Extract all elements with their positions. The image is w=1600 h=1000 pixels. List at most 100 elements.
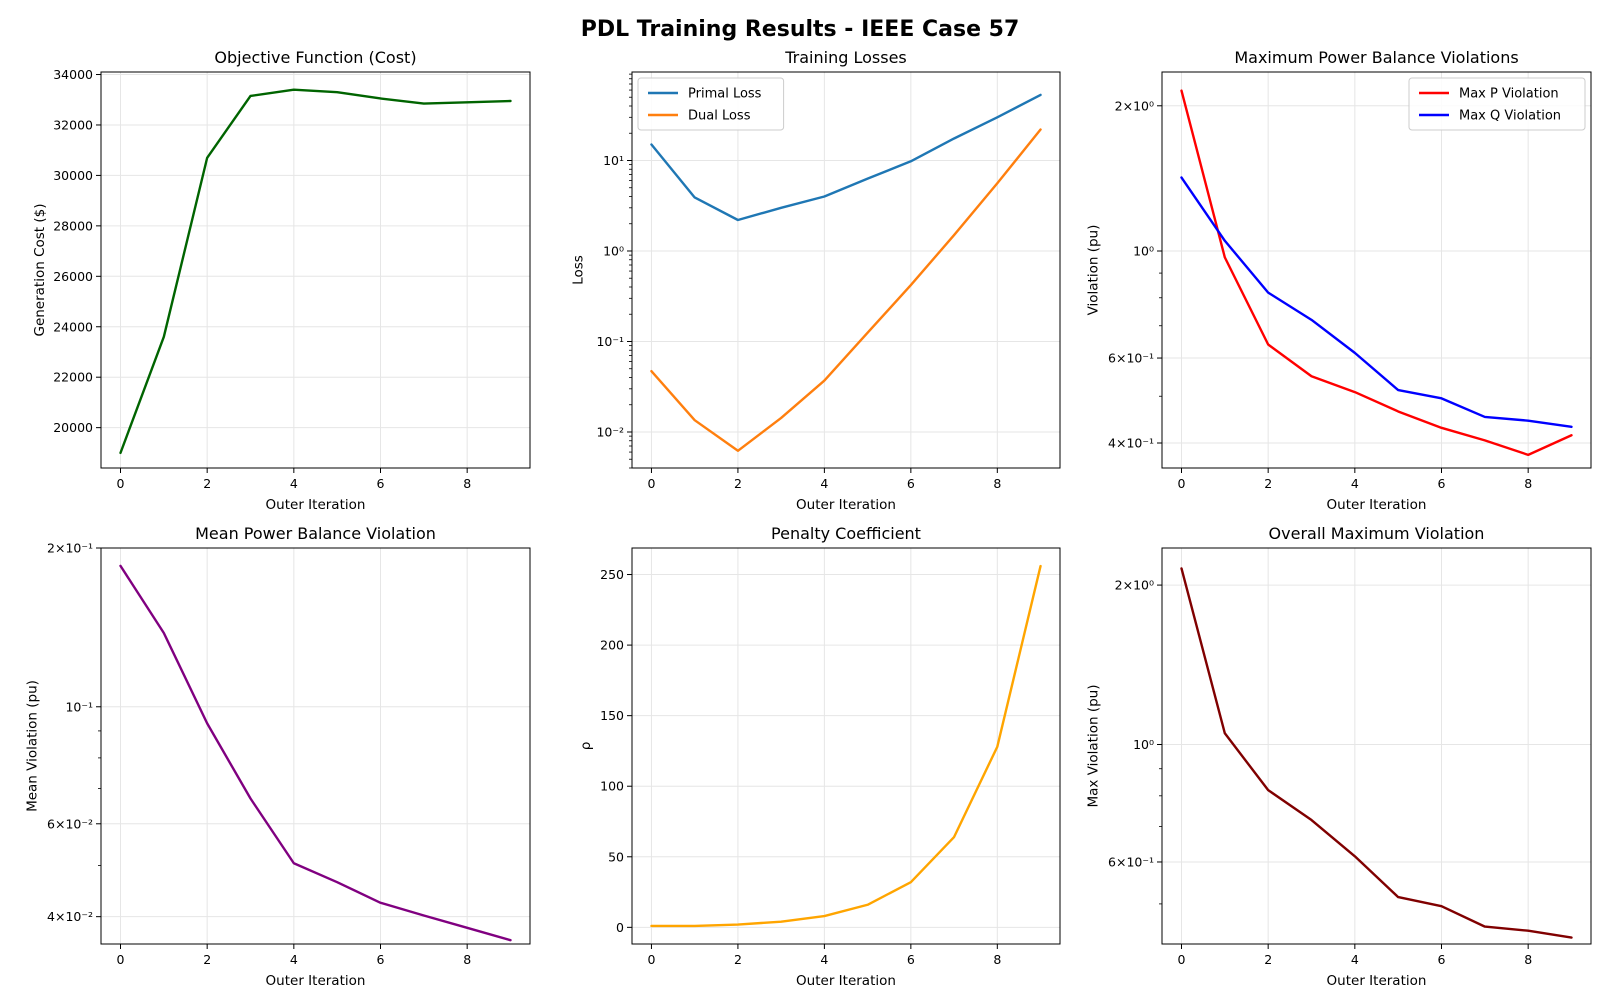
x-tick-label: 8 bbox=[463, 476, 471, 491]
x-tick-label: 6 bbox=[907, 952, 915, 967]
y-tick-label: 2×10⁰ bbox=[1115, 578, 1154, 593]
y-tick-label: 10⁻¹ bbox=[596, 334, 624, 349]
chart-title: Penalty Coefficient bbox=[771, 524, 921, 543]
legend-label-max-q-violation: Max Q Violation bbox=[1459, 109, 1561, 124]
y-tick-label: 100 bbox=[600, 779, 624, 794]
series-line-series bbox=[650, 564, 1042, 928]
plot-frame bbox=[631, 547, 1061, 945]
y-tick-label: 10¹ bbox=[603, 153, 624, 168]
y-tick-label: 10⁻² bbox=[596, 424, 624, 439]
x-tick-label: 8 bbox=[1524, 952, 1532, 967]
x-tick-label: 8 bbox=[1524, 476, 1532, 491]
y-axis-label: ρ bbox=[578, 742, 594, 751]
chart-panel-2: 0 2 4 6 8 10⁻² 10⁻¹ 10⁰ 10¹ Training Losses Outer … bbox=[570, 48, 1061, 513]
series-line-primal-loss bbox=[650, 93, 1042, 222]
plot-frame bbox=[631, 71, 1061, 469]
x-tick-label: 0 bbox=[1178, 952, 1186, 967]
series-line-series bbox=[1180, 567, 1573, 939]
x-tick-label: 4 bbox=[1351, 952, 1359, 967]
x-tick-label: 8 bbox=[993, 476, 1001, 491]
y-tick-label: 50 bbox=[608, 849, 624, 864]
x-tick-label: 2 bbox=[1264, 952, 1272, 967]
chart-title: Mean Power Balance Violation bbox=[195, 524, 436, 543]
figure-title: PDL Training Results - IEEE Case 57 bbox=[581, 17, 1020, 42]
y-tick-label: 22000 bbox=[53, 370, 93, 385]
series-line-max-q-violation bbox=[1180, 176, 1573, 429]
x-tick-label: 0 bbox=[1178, 476, 1186, 491]
x-axis-label: Outer Iteration bbox=[266, 497, 366, 513]
y-tick-label: 28000 bbox=[53, 218, 93, 233]
y-tick-label: 20000 bbox=[53, 420, 93, 435]
x-axis-label: Outer Iteration bbox=[1327, 497, 1427, 513]
y-tick-label: 10⁰ bbox=[603, 243, 624, 258]
plot-frame bbox=[100, 71, 531, 469]
y-tick-label: 6×10⁻² bbox=[47, 816, 93, 831]
x-tick-label: 2 bbox=[734, 952, 742, 967]
x-axis-label: Outer Iteration bbox=[1327, 973, 1427, 989]
y-tick-label: 34000 bbox=[53, 67, 93, 82]
x-tick-label: 2 bbox=[203, 476, 211, 491]
y-tick-label: 24000 bbox=[53, 319, 93, 334]
x-axis-label: Outer Iteration bbox=[796, 973, 896, 989]
series-line-max-p-violation bbox=[1180, 89, 1573, 457]
legend-box bbox=[1408, 77, 1586, 131]
y-tick-label: 150 bbox=[600, 708, 624, 723]
x-tick-label: 0 bbox=[647, 952, 655, 967]
y-tick-label: 6×10⁻¹ bbox=[1108, 351, 1154, 366]
chart-title: Overall Maximum Violation bbox=[1269, 524, 1485, 543]
series-line-dual-loss bbox=[650, 128, 1042, 452]
x-tick-label: 2 bbox=[734, 476, 742, 491]
x-tick-label: 4 bbox=[820, 952, 828, 967]
y-tick-label: 26000 bbox=[53, 269, 93, 284]
x-tick-label: 0 bbox=[117, 476, 125, 491]
x-tick-label: 6 bbox=[1438, 476, 1446, 491]
plot-frame bbox=[100, 547, 531, 945]
x-tick-label: 6 bbox=[377, 476, 385, 491]
y-tick-label: 32000 bbox=[53, 117, 93, 132]
y-tick-label: 4×10⁻¹ bbox=[1108, 435, 1154, 450]
x-tick-label: 4 bbox=[290, 476, 298, 491]
chart-panel-1: 0 2 4 6 8 20000 22000 24000 26000 28000 30000 32000… bbox=[32, 48, 531, 513]
x-tick-label: 2 bbox=[1264, 476, 1272, 491]
plot-frame bbox=[1161, 547, 1592, 945]
y-tick-label: 10⁰ bbox=[1133, 737, 1154, 752]
x-tick-label: 2 bbox=[203, 952, 211, 967]
y-tick-label: 200 bbox=[600, 638, 624, 653]
chart-panel-6: 0 2 4 6 8 6×10⁻¹ 10⁰ 2×10⁰ Overall Maximum Viola… bbox=[1086, 524, 1592, 989]
x-axis-label: Outer Iteration bbox=[796, 497, 896, 513]
plot-frame bbox=[1161, 71, 1592, 469]
y-tick-label: 250 bbox=[600, 567, 624, 582]
chart-title: Maximum Power Balance Violations bbox=[1234, 48, 1518, 67]
y-tick-label: 2×10⁰ bbox=[1115, 98, 1154, 113]
x-tick-label: 6 bbox=[907, 476, 915, 491]
y-tick-label: 0 bbox=[616, 920, 624, 935]
y-axis-label: Loss bbox=[570, 255, 586, 285]
series-line-series bbox=[119, 88, 512, 455]
chart-panel-3: 0 2 4 6 8 4×10⁻¹ 6×10⁻¹ 10⁰ 2×10⁰ Maximum Power B… bbox=[1086, 48, 1592, 513]
x-tick-label: 4 bbox=[290, 952, 298, 967]
y-axis-label: Generation Cost ($) bbox=[32, 203, 48, 336]
y-tick-label: 6×10⁻¹ bbox=[1108, 854, 1154, 869]
y-axis-label: Mean Violation (pu) bbox=[25, 680, 41, 812]
x-tick-label: 0 bbox=[647, 476, 655, 491]
y-tick-label: 2×10⁻¹ bbox=[47, 541, 93, 556]
x-tick-label: 6 bbox=[1438, 952, 1446, 967]
x-tick-label: 4 bbox=[1351, 476, 1359, 491]
y-tick-label: 30000 bbox=[53, 168, 93, 183]
x-tick-label: 0 bbox=[117, 952, 125, 967]
y-axis-label: Max Violation (pu) bbox=[1086, 685, 1102, 808]
legend-label-max-p-violation: Max P Violation bbox=[1459, 87, 1559, 102]
y-tick-label: 10⁻¹ bbox=[65, 699, 93, 714]
x-tick-label: 8 bbox=[463, 952, 471, 967]
x-tick-label: 4 bbox=[820, 476, 828, 491]
legend-label-dual-loss: Dual Loss bbox=[688, 109, 751, 124]
legend-label-primal-loss: Primal Loss bbox=[688, 87, 762, 102]
x-axis-label: Outer Iteration bbox=[266, 973, 366, 989]
legend-box bbox=[637, 77, 785, 131]
y-tick-label: 4×10⁻² bbox=[47, 909, 93, 924]
chart-title: Objective Function (Cost) bbox=[214, 48, 416, 67]
chart-panel-4: 0 2 4 6 8 4×10⁻² 6×10⁻² 10⁻¹ 2×10⁻¹ Mean Power Ba… bbox=[25, 524, 531, 989]
legend: Primal Loss Dual Loss bbox=[637, 77, 785, 131]
x-tick-label: 6 bbox=[377, 952, 385, 967]
